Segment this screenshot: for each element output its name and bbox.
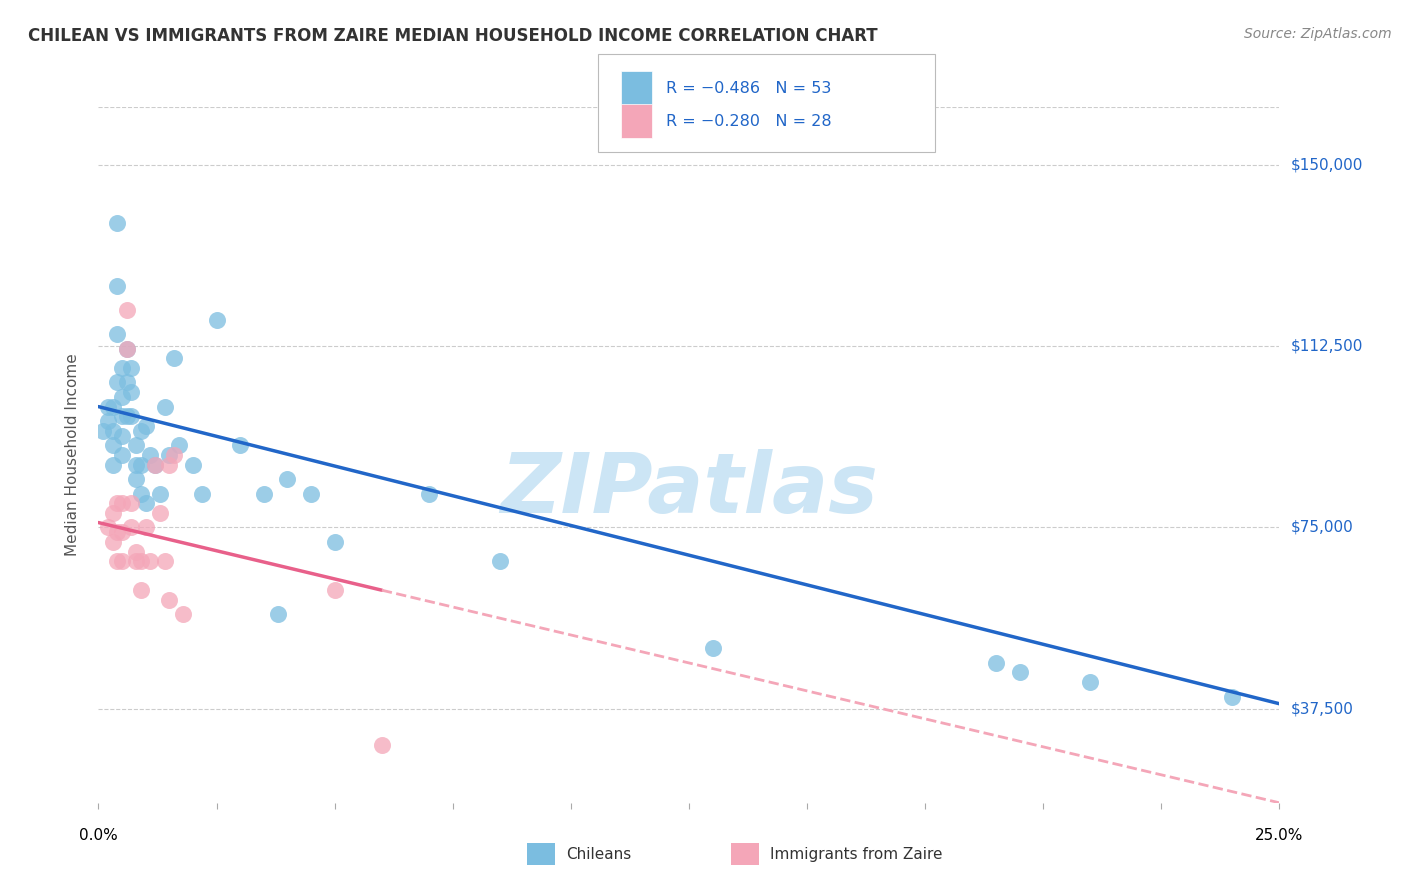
Point bbox=[129, 424, 152, 438]
Point bbox=[323, 583, 346, 598]
Text: Source: ZipAtlas.com: Source: ZipAtlas.com bbox=[1244, 27, 1392, 41]
Point bbox=[97, 400, 120, 414]
Point bbox=[129, 486, 152, 500]
Point bbox=[121, 496, 143, 510]
Point bbox=[97, 520, 120, 534]
Point bbox=[702, 641, 724, 656]
Point bbox=[121, 409, 143, 424]
Point bbox=[267, 607, 290, 622]
Point bbox=[489, 554, 512, 568]
Point bbox=[115, 342, 138, 356]
Text: $150,000: $150,000 bbox=[1291, 158, 1362, 172]
Text: Chileans: Chileans bbox=[567, 847, 631, 862]
Point bbox=[101, 438, 124, 452]
Point bbox=[1220, 690, 1243, 704]
Point bbox=[101, 506, 124, 520]
Point bbox=[139, 554, 162, 568]
Point bbox=[105, 216, 128, 230]
Point bbox=[157, 448, 180, 462]
Point bbox=[143, 458, 166, 472]
Point bbox=[121, 361, 143, 376]
Point bbox=[105, 327, 128, 342]
Point bbox=[97, 414, 120, 428]
Point bbox=[121, 520, 143, 534]
Point bbox=[111, 496, 134, 510]
Point bbox=[299, 486, 322, 500]
Text: R = −0.280   N = 28: R = −0.280 N = 28 bbox=[666, 114, 832, 128]
Point bbox=[101, 400, 124, 414]
Point bbox=[129, 554, 152, 568]
Text: $112,500: $112,500 bbox=[1291, 339, 1362, 354]
Point bbox=[157, 592, 180, 607]
Point bbox=[125, 472, 148, 486]
Point bbox=[129, 458, 152, 472]
Point bbox=[205, 312, 228, 326]
Point bbox=[111, 448, 134, 462]
Point bbox=[149, 486, 172, 500]
Point bbox=[135, 419, 157, 434]
Point bbox=[153, 554, 176, 568]
Text: $37,500: $37,500 bbox=[1291, 701, 1354, 716]
Point bbox=[181, 458, 204, 472]
Point bbox=[191, 486, 214, 500]
Point bbox=[111, 554, 134, 568]
Point bbox=[1080, 675, 1102, 690]
Point bbox=[125, 458, 148, 472]
Text: $75,000: $75,000 bbox=[1291, 520, 1354, 535]
Point bbox=[135, 496, 157, 510]
Text: R = −0.486   N = 53: R = −0.486 N = 53 bbox=[666, 81, 832, 95]
Point bbox=[149, 506, 172, 520]
Text: 0.0%: 0.0% bbox=[79, 828, 118, 843]
Point bbox=[91, 424, 114, 438]
Point bbox=[371, 738, 394, 752]
Text: Immigrants from Zaire: Immigrants from Zaire bbox=[770, 847, 943, 862]
Point bbox=[111, 409, 134, 424]
Point bbox=[157, 458, 180, 472]
Point bbox=[125, 438, 148, 452]
Point bbox=[125, 544, 148, 558]
Point bbox=[229, 438, 252, 452]
Point bbox=[101, 534, 124, 549]
Point bbox=[115, 409, 138, 424]
Point bbox=[111, 428, 134, 442]
Point bbox=[143, 458, 166, 472]
Text: 25.0%: 25.0% bbox=[1256, 828, 1303, 843]
Text: CHILEAN VS IMMIGRANTS FROM ZAIRE MEDIAN HOUSEHOLD INCOME CORRELATION CHART: CHILEAN VS IMMIGRANTS FROM ZAIRE MEDIAN … bbox=[28, 27, 877, 45]
Point bbox=[115, 303, 138, 318]
Point bbox=[111, 390, 134, 404]
Point bbox=[115, 376, 138, 390]
Point bbox=[418, 486, 440, 500]
Point bbox=[105, 278, 128, 293]
Point bbox=[129, 583, 152, 598]
Y-axis label: Median Household Income: Median Household Income bbox=[65, 353, 80, 557]
Point bbox=[105, 496, 128, 510]
Point bbox=[253, 486, 276, 500]
Point bbox=[101, 424, 124, 438]
Point bbox=[167, 438, 190, 452]
Point bbox=[153, 400, 176, 414]
Point bbox=[984, 656, 1007, 670]
Point bbox=[1008, 665, 1031, 680]
Point bbox=[276, 472, 298, 486]
Point bbox=[163, 351, 186, 366]
Point bbox=[115, 342, 138, 356]
Point bbox=[111, 525, 134, 540]
Point bbox=[105, 525, 128, 540]
Point bbox=[139, 448, 162, 462]
Point bbox=[105, 376, 128, 390]
Point bbox=[163, 448, 186, 462]
Point bbox=[111, 361, 134, 376]
Text: ZIPatlas: ZIPatlas bbox=[501, 450, 877, 530]
Point bbox=[135, 520, 157, 534]
Point bbox=[105, 554, 128, 568]
Point bbox=[125, 554, 148, 568]
Point bbox=[172, 607, 194, 622]
Point bbox=[101, 458, 124, 472]
Point bbox=[323, 534, 346, 549]
Point bbox=[121, 385, 143, 400]
